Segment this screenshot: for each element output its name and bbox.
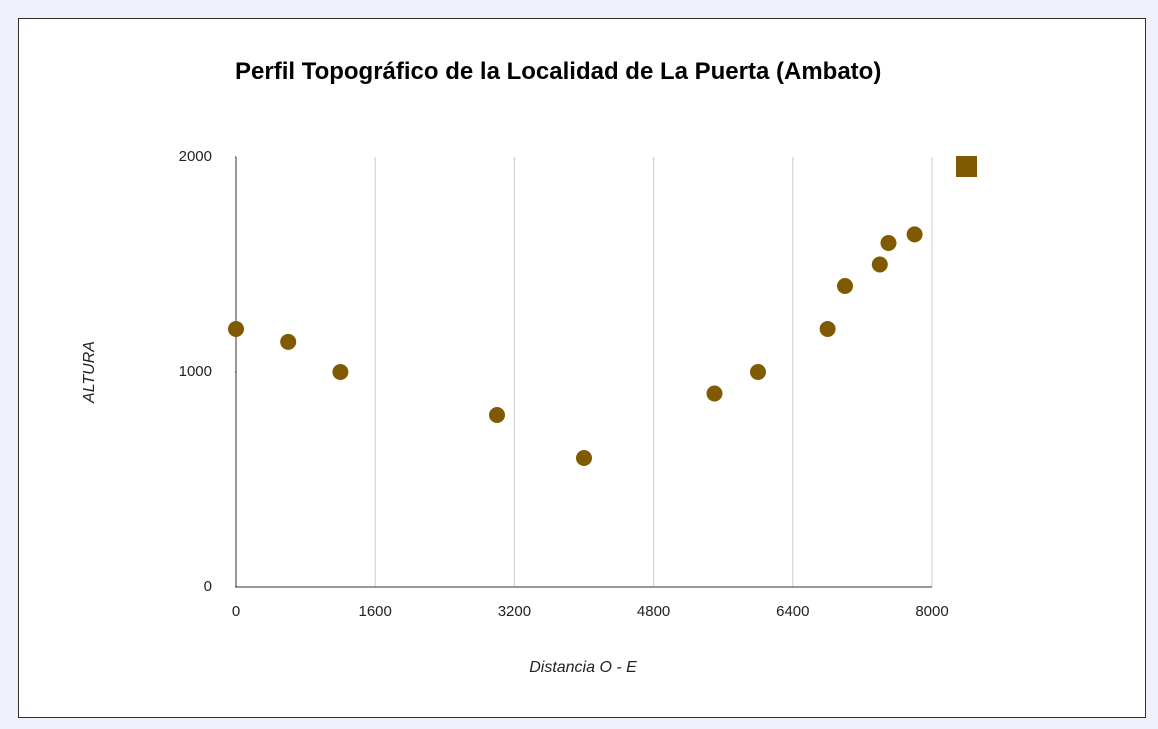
x-axis-title: Distancia O - E <box>529 659 637 676</box>
point <box>880 235 897 251</box>
x-tick-label: 8000 <box>915 603 948 620</box>
point <box>750 364 766 380</box>
x-tick-label: 1600 <box>359 603 392 620</box>
y-axis-title: ALTURA <box>81 341 98 404</box>
point <box>706 385 723 402</box>
chart-title: Perfil Topográfico de la Localidad de La… <box>235 58 882 85</box>
point <box>228 321 244 337</box>
point <box>489 407 505 423</box>
point <box>871 256 888 273</box>
point <box>576 450 592 466</box>
point <box>280 333 297 350</box>
point <box>906 226 923 243</box>
point <box>837 278 853 294</box>
legend-marker <box>956 156 977 177</box>
point <box>332 364 349 380</box>
x-tick-label: 4800 <box>637 603 670 620</box>
point <box>819 321 836 337</box>
x-tick-label: 6400 <box>776 603 809 620</box>
y-tick-label: 2000 <box>179 148 212 165</box>
y-tick-label: 0 <box>204 578 212 595</box>
chart-frame <box>18 18 1146 718</box>
x-tick-label: 0 <box>232 603 240 620</box>
x-tick-label: 3200 <box>498 603 531 620</box>
y-tick-label: 1000 <box>179 363 212 380</box>
